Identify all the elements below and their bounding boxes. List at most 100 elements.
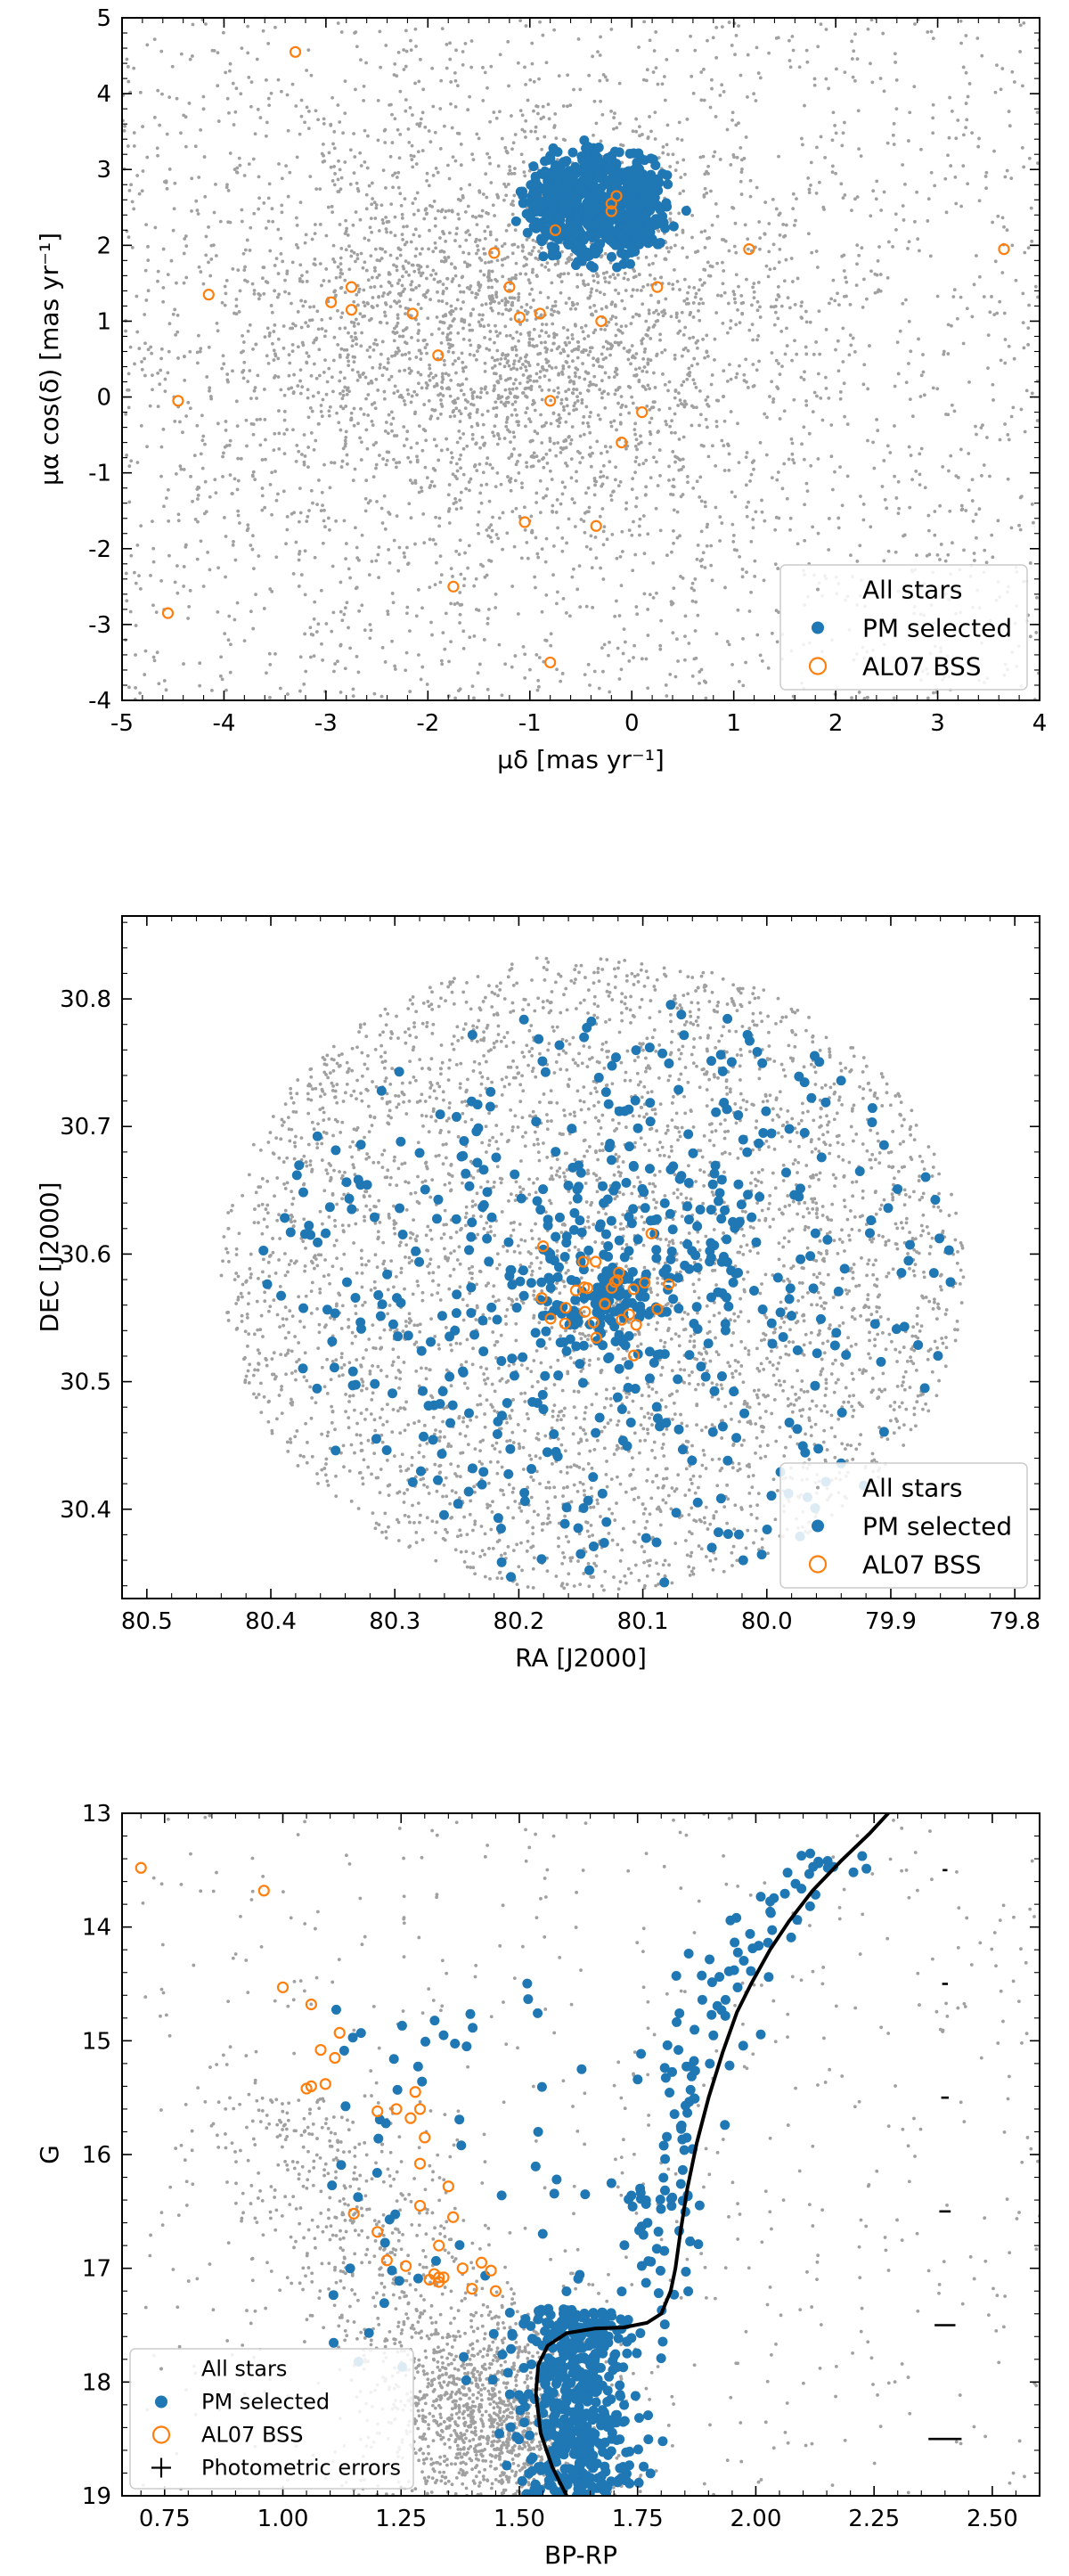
all-star-point: [517, 471, 521, 475]
all-star-point: [693, 295, 698, 299]
all-star-point: [184, 234, 188, 238]
all-star-point: [132, 131, 136, 135]
all-star-point: [428, 366, 432, 371]
all-star-point: [613, 276, 617, 281]
all-star-point: [128, 345, 133, 349]
all-star-point: [291, 572, 296, 576]
all-star-point: [470, 328, 475, 332]
all-star-point: [467, 251, 471, 256]
all-star-point: [330, 564, 335, 568]
all-star-point: [634, 129, 639, 134]
all-star-point: [318, 187, 322, 192]
all-star-point: [610, 532, 615, 536]
all-star-point: [406, 455, 411, 460]
all-star-point: [696, 362, 699, 366]
all-star-point: [332, 461, 337, 465]
all-star-point: [208, 495, 212, 499]
all-star-point: [459, 453, 463, 457]
all-star-point: [447, 209, 451, 213]
all-star-point: [408, 629, 412, 634]
all-star-point: [310, 318, 314, 323]
all-star-point: [225, 372, 230, 376]
all-star-point: [236, 456, 241, 461]
all-star-point: [265, 671, 268, 675]
all-star-point: [757, 220, 762, 224]
all-star-point: [505, 531, 510, 536]
all-star-point: [282, 489, 286, 494]
all-star-point: [617, 81, 622, 86]
all-star-point: [301, 343, 306, 348]
all-star-point: [159, 356, 163, 361]
all-star-point: [904, 380, 909, 385]
all-star-point: [667, 478, 671, 482]
all-star-point: [386, 361, 390, 364]
all-star-point: [393, 171, 397, 176]
all-star-point: [443, 647, 447, 651]
all-star-point: [224, 535, 228, 538]
all-star-point: [417, 381, 420, 386]
all-star-point: [907, 319, 911, 323]
all-star-point: [672, 586, 676, 591]
all-star-point: [640, 341, 644, 346]
all-star-point: [880, 485, 885, 488]
all-star-point: [590, 566, 594, 570]
all-star-point: [782, 279, 787, 283]
all-star-point: [611, 489, 616, 494]
all-star-point: [774, 207, 779, 211]
all-star-point: [747, 328, 752, 332]
all-star-point: [413, 542, 417, 546]
all-star-point: [314, 336, 319, 340]
all-star-point: [548, 469, 552, 473]
all-star-point: [371, 443, 376, 447]
all-star-point: [949, 454, 953, 458]
all-star-point: [267, 331, 272, 335]
all-star-point: [888, 451, 893, 454]
all-star-point: [472, 584, 477, 588]
all-star-point: [397, 545, 402, 550]
all-star-point: [461, 369, 466, 373]
all-star-point: [302, 682, 306, 686]
all-star-point: [461, 366, 465, 371]
all-star-point: [525, 465, 529, 469]
all-star-point: [363, 260, 367, 265]
all-star-point: [552, 335, 557, 339]
all-star-point: [156, 372, 160, 375]
all-star-point: [657, 299, 661, 304]
all-star-point: [619, 667, 624, 672]
all-star-point: [510, 454, 514, 458]
all-star-point: [178, 464, 183, 469]
all-star-point: [560, 372, 565, 376]
all-star-point: [431, 268, 436, 273]
all-star-point: [869, 61, 872, 66]
all-star-point: [556, 259, 560, 264]
all-star-point: [440, 375, 445, 379]
all-star-point: [341, 446, 346, 451]
all-star-point: [449, 567, 453, 571]
all-star-point: [494, 400, 498, 405]
all-star-point: [447, 346, 452, 350]
all-star-point: [438, 554, 443, 559]
all-star-point: [277, 409, 281, 413]
all-star-point: [876, 258, 880, 263]
all-star-point: [303, 241, 307, 245]
all-star-point: [145, 43, 150, 47]
all-star-point: [393, 215, 397, 219]
all-star-point: [308, 655, 313, 659]
all-star-point: [362, 413, 366, 416]
all-star-point: [609, 494, 613, 498]
all-star-point: [816, 45, 820, 49]
all-star-point: [575, 478, 579, 483]
all-star-point: [1018, 23, 1023, 28]
all-star-point: [751, 526, 755, 530]
all-star-point: [397, 278, 402, 282]
all-star-point: [518, 109, 523, 113]
all-star-point: [537, 334, 542, 339]
all-star-point: [710, 223, 714, 227]
all-star-point: [708, 274, 713, 278]
all-star-point: [855, 560, 860, 563]
all-star-point: [632, 519, 635, 524]
all-star-point: [274, 555, 279, 560]
all-star-point: [445, 43, 449, 46]
all-star-point: [731, 540, 736, 544]
all-star-point: [231, 81, 235, 86]
